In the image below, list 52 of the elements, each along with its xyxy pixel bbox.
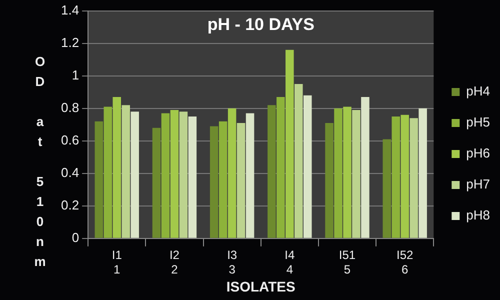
y-tick-label: 0.6	[60, 132, 80, 148]
x-tick-label: I4 4	[284, 248, 295, 276]
bar	[325, 122, 334, 238]
legend-label: pH4	[466, 84, 490, 99]
bar	[218, 121, 228, 238]
bar	[170, 110, 179, 238]
bar	[418, 108, 427, 238]
bar	[112, 96, 122, 238]
text: OD at 510nm	[34, 54, 46, 269]
legend-label: pH6	[466, 146, 490, 161]
bar	[334, 108, 342, 238]
bar	[276, 96, 285, 238]
bar	[400, 114, 409, 238]
bar	[236, 122, 246, 238]
y-tick-label: 0.8	[60, 100, 80, 115]
x-tick-label: I2 2	[169, 248, 180, 276]
y-tick-label: 0.4	[60, 164, 80, 180]
legend-label: pH5	[466, 114, 490, 130]
legend-label: pH8	[466, 208, 490, 223]
y-tick-label: 1.4	[60, 2, 80, 18]
bar	[294, 84, 303, 238]
y-tick-label: 1	[72, 67, 80, 82]
chart-title: pH - 10 DAYS	[207, 14, 314, 34]
bar	[130, 112, 139, 238]
y-tick-label: 1.2	[60, 34, 80, 50]
bar	[246, 113, 254, 238]
bar	[122, 105, 130, 238]
x-tick-label: I51 5	[338, 248, 356, 276]
bar	[352, 110, 360, 238]
bar	[161, 113, 170, 238]
bar	[361, 96, 370, 238]
y-tick-label: 0	[72, 230, 80, 245]
x-tick-label: I1 1	[112, 248, 122, 276]
bar	[228, 108, 236, 238]
y-tick-label: 0.2	[60, 197, 80, 212]
bar	[152, 128, 161, 238]
bar	[179, 112, 188, 238]
bar	[382, 139, 392, 238]
legend-label: pH7	[466, 176, 490, 192]
x-tick-label: I3 3	[227, 248, 238, 276]
bar	[303, 95, 312, 238]
bar	[188, 116, 197, 238]
bar	[104, 106, 112, 238]
bar	[94, 121, 104, 238]
bar	[210, 126, 218, 238]
x-tick-label: I52 6	[396, 248, 414, 276]
bar	[268, 105, 276, 238]
bar	[286, 50, 294, 238]
bar	[392, 116, 400, 238]
x-axis-title: ISOLATES	[226, 278, 296, 294]
bar	[343, 106, 352, 238]
bar	[410, 118, 418, 238]
